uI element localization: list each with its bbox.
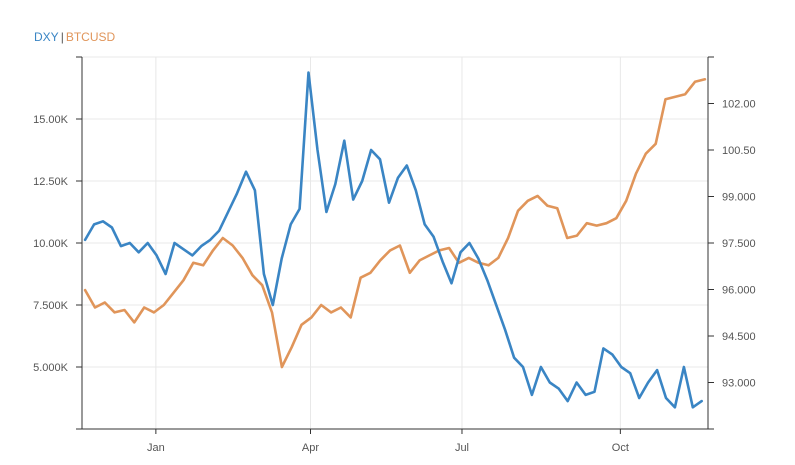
x-tick-label: Apr	[302, 442, 319, 454]
right-tick-label: 99.000	[722, 192, 756, 204]
btcusd-line[interactable]	[83, 78, 707, 369]
right-tick-label: 102.00	[722, 99, 756, 111]
left-tick-label: 10.00K	[33, 238, 69, 250]
right-tick-label: 96.000	[722, 285, 756, 297]
right-tick-label: 93.000	[722, 378, 756, 390]
left-tick-label: 5.000K	[33, 362, 69, 374]
legend: DXY | BTCUSD	[34, 30, 115, 44]
dxy-line[interactable]	[83, 71, 704, 409]
right-tick-label: 94.500	[722, 331, 756, 343]
legend-separator: |	[60, 30, 64, 44]
x-tick-label: Jul	[455, 442, 469, 454]
tick-labels: 5.000K 7.500K 10.00K 12.50K 15.00K 93.000 94.5…	[33, 99, 756, 455]
left-tick-label: 15.00K	[33, 114, 69, 126]
left-tick-label: 12.50K	[33, 176, 69, 188]
x-tick-label: Jan	[147, 442, 165, 454]
right-tick-label: 100.50	[722, 145, 756, 157]
grid	[82, 56, 708, 429]
left-tick-label: 7.500K	[33, 300, 69, 312]
axes	[76, 56, 714, 434]
right-tick-label: 97.500	[722, 238, 756, 250]
legend-btcusd[interactable]: BTCUSD	[65, 30, 116, 44]
series-layer	[83, 71, 707, 409]
legend-dxy[interactable]: DXY	[34, 30, 59, 44]
x-tick-label: Oct	[612, 442, 629, 454]
